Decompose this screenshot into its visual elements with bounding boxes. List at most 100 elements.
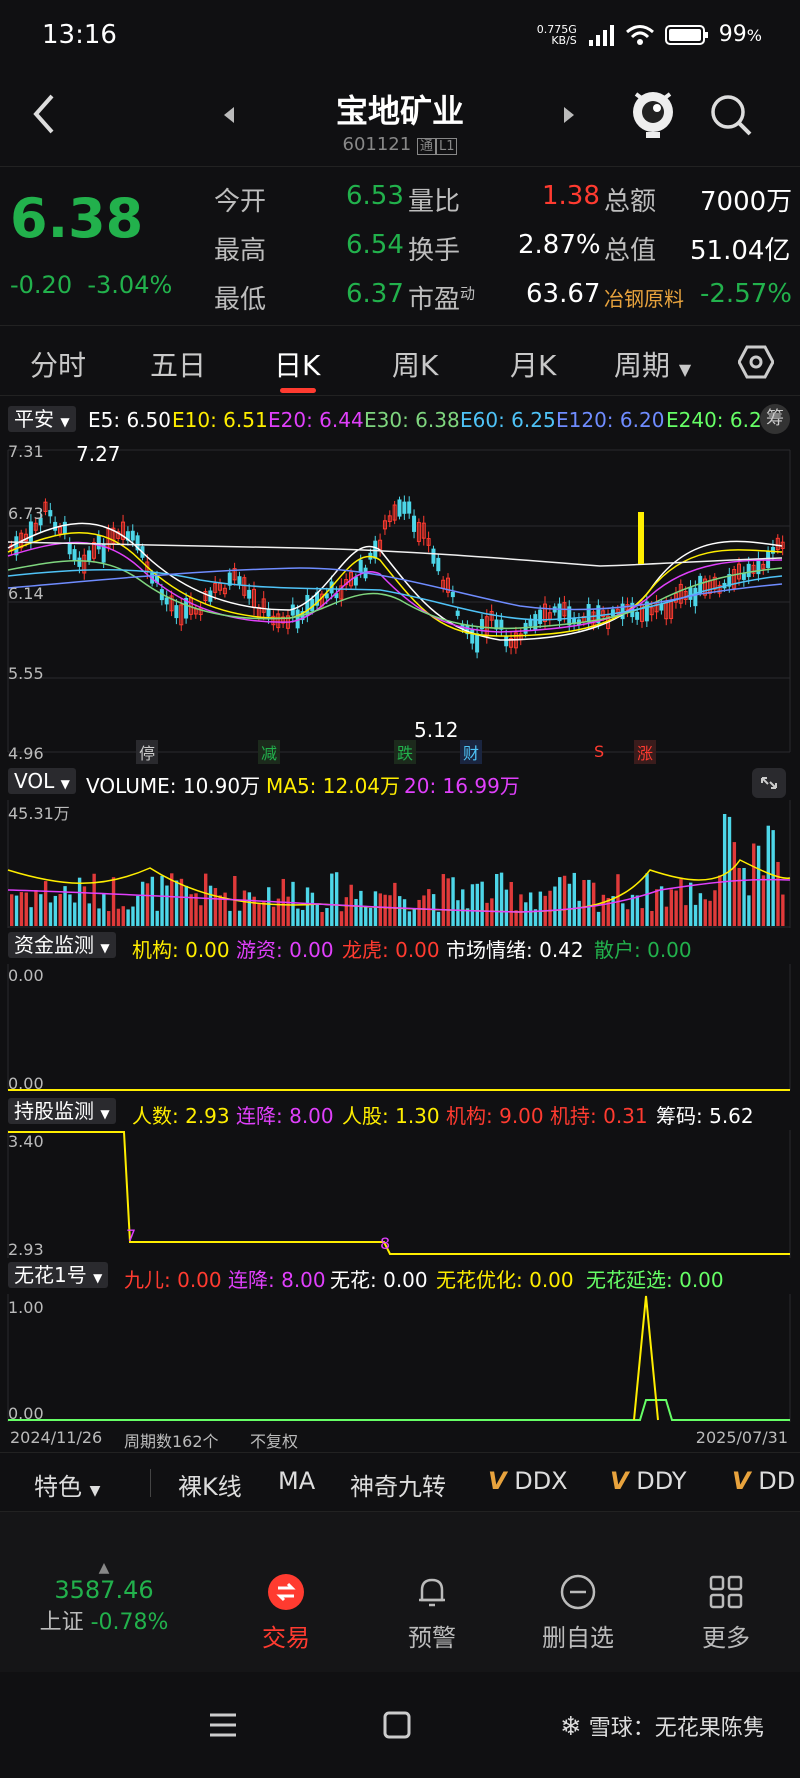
wuhua-indicator-select[interactable]: 无花1号 ▼ <box>8 1262 109 1288</box>
volume-bar <box>601 894 606 926</box>
vip-icon: V <box>488 1467 507 1495</box>
event-tag-s[interactable]: S <box>594 742 605 761</box>
sector-link[interactable]: 冶钢原料 <box>604 287 684 311</box>
candle-body <box>737 563 741 580</box>
tool-ddx[interactable]: V DDX <box>488 1467 568 1495</box>
candle-body <box>397 499 402 517</box>
candle-body <box>688 587 693 600</box>
holding-monitor-chart[interactable] <box>0 1130 800 1260</box>
volume-bar <box>684 905 688 926</box>
volratio-label: 量比 <box>408 187 461 217</box>
nav-remove-watchlist[interactable]: 删自选 <box>528 1572 628 1653</box>
adjust-mode[interactable]: 不复权 <box>250 1432 299 1451</box>
nav-more-label: 更多 <box>702 1624 750 1652</box>
volume-bar <box>271 906 276 926</box>
volume-bar <box>368 907 373 926</box>
volume-bar <box>752 843 756 926</box>
back-icon[interactable] <box>30 92 60 136</box>
volume-bar <box>485 902 489 926</box>
open-value: 6.53 <box>346 181 404 211</box>
candle-body <box>678 583 683 604</box>
expand-icon[interactable] <box>752 768 786 798</box>
hold-axis-top: 3.40 <box>8 1132 44 1151</box>
fund-institution: 机构: 0.00 <box>132 938 230 962</box>
candle-body <box>96 534 101 550</box>
candle-body <box>387 515 392 523</box>
tool-td-sequential[interactable]: 神奇九转 <box>350 1473 446 1501</box>
wuhua-chart[interactable] <box>0 1294 800 1424</box>
event-tag-drop[interactable]: 跌 <box>394 740 417 764</box>
tab-intraday[interactable]: 分时 <box>30 349 87 382</box>
prev-stock-icon[interactable] <box>222 106 236 124</box>
tab-weekly-k[interactable]: 周K <box>392 349 439 382</box>
search-icon[interactable] <box>708 92 754 138</box>
tool-ma[interactable]: MA <box>278 1467 316 1495</box>
volume-indicator-select[interactable]: VOL ▼ <box>8 768 76 794</box>
holding-indicator-select[interactable]: 持股监测 ▼ <box>8 1098 116 1124</box>
nav-alert[interactable]: 预警 <box>382 1572 482 1653</box>
tool-ddy[interactable]: V DDY <box>610 1467 687 1495</box>
candle-body <box>72 549 77 562</box>
candlestick-chart[interactable] <box>0 440 800 762</box>
wifi-icon <box>625 24 654 45</box>
home-icon[interactable] <box>382 1710 412 1740</box>
volume-bar <box>524 902 528 926</box>
candle-body <box>305 594 310 616</box>
tool-ddz[interactable]: V DD <box>732 1467 796 1495</box>
event-tag-rise[interactable]: 涨 <box>634 740 657 764</box>
volume-bar <box>330 873 334 926</box>
candle-body <box>179 604 184 626</box>
tab-monthly-k[interactable]: 月K <box>510 349 557 382</box>
tab-daily-k[interactable]: 日K <box>274 349 321 382</box>
wuhua-legend: 无花1号 ▼ 九儿: 0.00 连降: 8.00 无花: 0.00 无花优化: … <box>0 1260 800 1294</box>
candle-body <box>567 606 572 626</box>
volume-bar <box>470 884 475 926</box>
event-tag-finance[interactable]: 财 <box>460 740 483 764</box>
wuhua-value: 无花: 0.00 <box>330 1268 428 1292</box>
candle-body <box>261 598 266 613</box>
menu-icon[interactable] <box>208 1712 238 1738</box>
volume-bar <box>97 908 101 926</box>
ma-e30: E30: 6.38 <box>364 408 460 432</box>
volume-chart[interactable] <box>0 800 800 928</box>
mascot-icon[interactable] <box>628 84 678 140</box>
volume-bar <box>334 872 339 926</box>
event-tag-halt[interactable]: 停 <box>136 740 159 764</box>
settings-icon[interactable] <box>738 344 774 380</box>
volume-bar <box>393 882 397 926</box>
index-ticker[interactable]: ▲ 3587.46 上证 -0.78% <box>24 1560 184 1636</box>
candle-body <box>53 521 58 531</box>
volume-bar <box>233 875 237 926</box>
volume-bar <box>160 875 164 926</box>
feature-select[interactable]: 特色 ▼ <box>34 1473 101 1501</box>
candle-body <box>266 609 271 617</box>
volume-bar <box>58 893 62 926</box>
high-value: 6.54 <box>346 230 404 260</box>
candle-body <box>479 619 484 630</box>
amount-value: 7000万 <box>700 187 793 217</box>
main-indicator-select[interactable]: 平安 ▼ <box>8 406 76 432</box>
chip-distribution-button[interactable]: 筹 <box>760 404 790 434</box>
event-tag-reduce[interactable]: 减 <box>258 740 281 764</box>
next-stock-icon[interactable] <box>562 106 576 124</box>
volume-bar <box>87 903 91 926</box>
fund-monitor-chart[interactable] <box>0 964 800 1094</box>
price-axis-bottom: 4.96 <box>8 744 44 763</box>
volume-bar <box>218 895 222 926</box>
volume-bar <box>722 814 727 926</box>
ma-e60: E60: 6.25 <box>460 408 556 432</box>
fund-indicator-select[interactable]: 资金监测 ▼ <box>8 932 116 958</box>
nav-trade[interactable]: 交易 <box>236 1572 336 1653</box>
candle-body <box>586 604 591 623</box>
caret-up-icon: ▲ <box>98 1560 110 1576</box>
candle-body <box>446 577 450 593</box>
candle-body <box>28 521 33 542</box>
volume-bar <box>776 861 780 926</box>
volume-bar <box>572 872 576 926</box>
volume-bar <box>742 867 746 926</box>
volume-bar <box>223 892 227 926</box>
tool-naked-k[interactable]: 裸K线 <box>178 1473 242 1501</box>
tab-period[interactable]: 周期 ▼ <box>614 349 692 382</box>
tab-five-day[interactable]: 五日 <box>150 349 207 382</box>
nav-more[interactable]: 更多 <box>676 1572 776 1653</box>
